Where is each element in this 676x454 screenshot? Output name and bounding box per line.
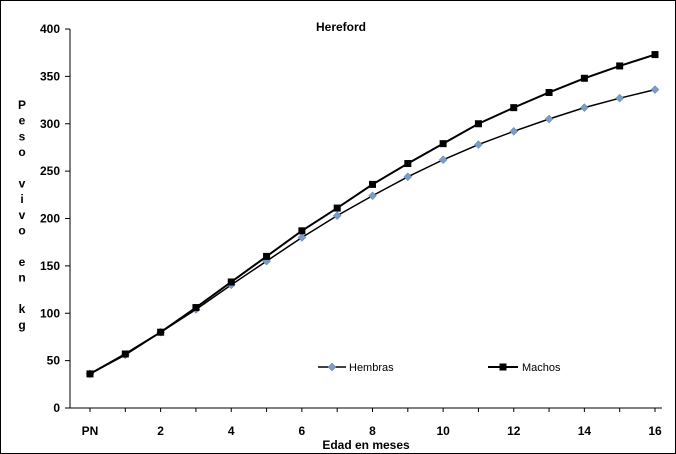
data-point-hembras [403,172,413,182]
data-point-hembras [580,103,589,112]
data-point-hembras [332,211,342,221]
x-axis-label: Edad en meses [322,438,410,452]
legend-marker-machos [499,363,507,371]
data-point-machos [86,370,94,378]
data-point-machos [298,227,306,235]
data-point-hembras [650,85,660,94]
data-point-machos [580,74,588,82]
data-point-machos [333,204,341,212]
series-line-hembras [89,88,656,375]
x-tick-label: 4 [228,424,235,438]
y-axis-ticks: 0 50 100 150 200 250 300 350 400 [40,22,70,415]
data-point-machos [545,88,553,96]
data-point-machos [227,278,235,286]
series-machos [86,51,659,378]
data-point-machos [192,304,200,312]
y-label-letter: o [18,145,25,159]
y-tick-label: 300 [40,117,60,131]
data-point-hembras [297,233,307,242]
data-point-machos [263,252,271,260]
legend: Hembras Machos [318,362,561,374]
data-point-machos [474,120,482,128]
y-tick-label: 350 [40,69,60,83]
data-point-hembras [615,93,625,103]
y-label-letter: v [19,177,26,191]
y-label-letter: P [18,98,26,112]
x-tick-label: 8 [369,424,376,438]
x-tick-label: 6 [299,424,306,438]
y-label-letter: g [18,318,25,332]
data-point-machos [439,140,447,148]
y-label-letter: e [19,255,26,269]
y-label-letter: i [20,192,23,206]
y-tick-label: 50 [47,354,61,368]
data-point-machos [616,62,624,70]
y-tick-label: 250 [40,164,60,178]
y-label-letter: e [19,114,26,128]
y-tick-label: 400 [40,22,60,36]
data-point-machos [121,350,129,358]
data-point-hembras [438,155,448,165]
data-point-hembras [368,191,377,201]
chart-title: Hereford [316,20,366,34]
x-tick-label: 10 [436,424,450,438]
y-tick-label: 100 [40,306,60,320]
x-tick-label: PN [82,424,99,438]
series-hembras [85,85,660,379]
series-line-machos [89,53,656,375]
y-label-letter: s [19,129,26,143]
data-point-hembras [544,114,554,124]
y-label-letter: o [18,224,25,238]
y-label-letter: v [19,208,26,222]
legend-label-hembras: Hembras [349,362,394,374]
legend-label-machos: Machos [522,362,561,374]
data-point-machos [510,104,518,112]
y-label-letter: k [19,302,26,316]
legend-marker-hembras [327,362,337,372]
data-point-machos [651,51,659,59]
data-point-machos [157,328,165,336]
x-axis-ticks: PN 2 4 6 8 10 12 14 16 [82,408,662,438]
x-tick-label: 2 [157,424,164,438]
x-tick-label: 14 [578,424,592,438]
x-tick-label: 12 [507,424,521,438]
data-point-hembras [509,126,519,136]
y-tick-label: 0 [53,401,60,415]
data-point-machos [404,160,412,168]
data-point-hembras [474,140,483,149]
y-tick-label: 200 [40,212,60,226]
y-tick-label: 150 [40,259,60,273]
data-point-machos [369,180,376,188]
series-group [85,51,660,379]
y-label-letter: n [18,271,25,285]
x-tick-label: 16 [648,424,662,438]
